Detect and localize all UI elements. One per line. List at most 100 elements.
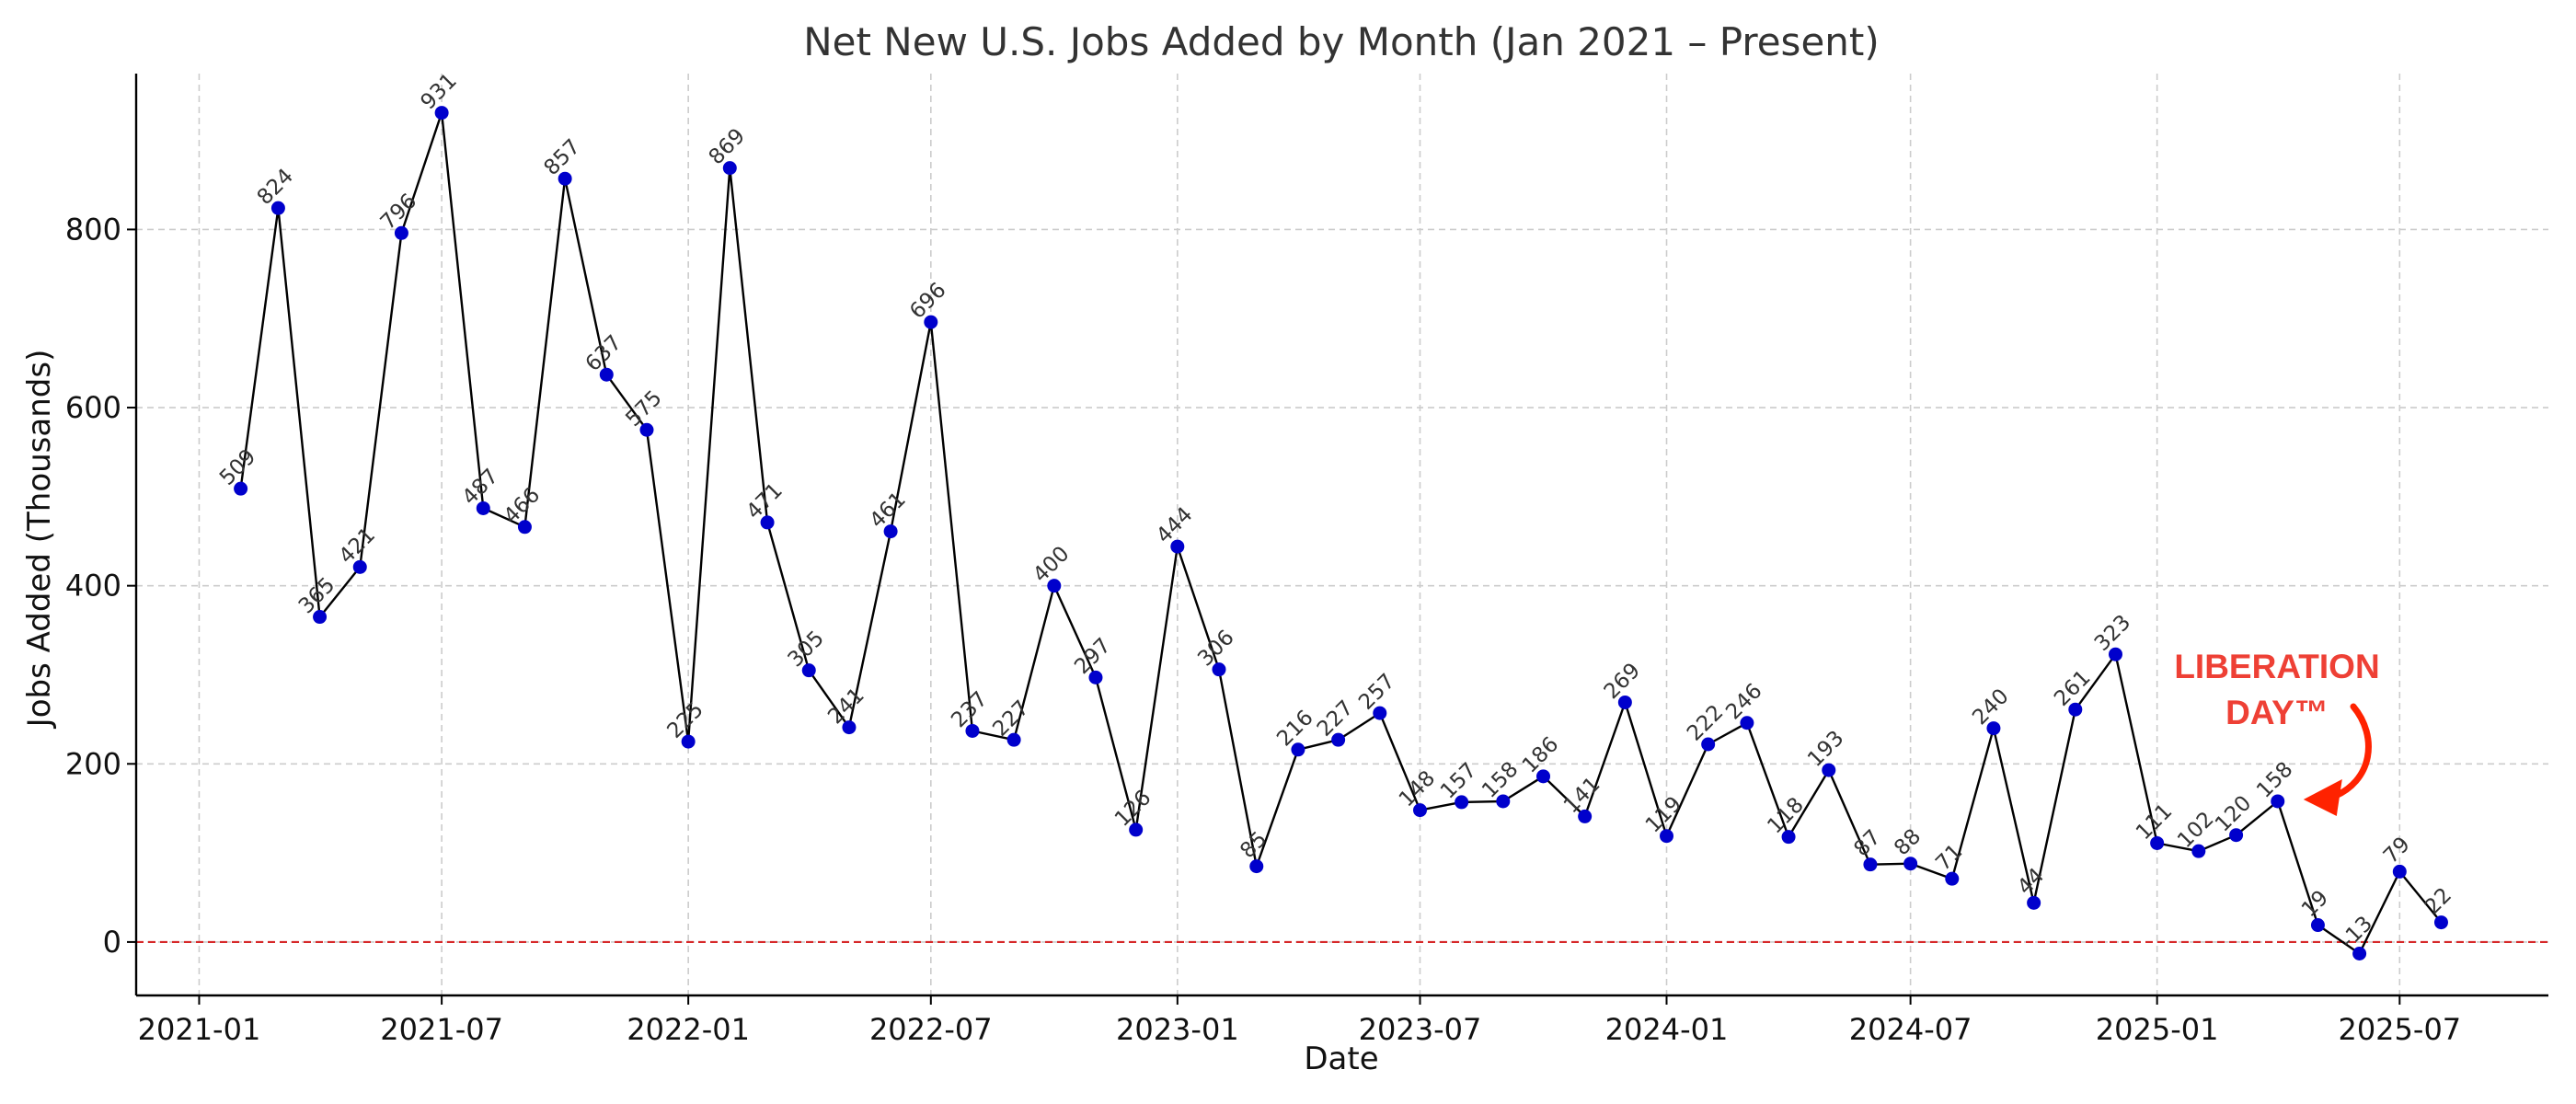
data-label: 85 bbox=[1236, 827, 1271, 863]
data-label: 119 bbox=[1641, 792, 1686, 837]
data-label: 509 bbox=[215, 444, 260, 489]
data-point bbox=[1212, 662, 1226, 677]
data-label: 227 bbox=[988, 696, 1033, 741]
data-label: 257 bbox=[1354, 669, 1399, 714]
x-axis-label: Date bbox=[1304, 1041, 1378, 1077]
data-label: 227 bbox=[1313, 696, 1358, 741]
data-point bbox=[1660, 829, 1674, 844]
data-label: 869 bbox=[705, 124, 750, 169]
data-label: 193 bbox=[1803, 726, 1848, 771]
data-point bbox=[1006, 732, 1021, 747]
annotation-text-line1: LIBERATION bbox=[2174, 648, 2379, 685]
data-label: 157 bbox=[1436, 758, 1481, 803]
data-point bbox=[2229, 828, 2244, 843]
y-tick-label: 600 bbox=[65, 390, 121, 425]
y-tick-label: 800 bbox=[65, 212, 121, 247]
data-point bbox=[722, 161, 737, 176]
data-point bbox=[1129, 822, 1144, 837]
data-point bbox=[1291, 742, 1305, 757]
data-label: 824 bbox=[253, 165, 298, 210]
data-point bbox=[883, 524, 898, 539]
data-label: 126 bbox=[1110, 786, 1156, 831]
data-label: 305 bbox=[784, 627, 829, 672]
data-point bbox=[2068, 702, 2083, 717]
data-point bbox=[1740, 716, 1754, 730]
data-point bbox=[234, 481, 248, 496]
data-point bbox=[434, 106, 449, 121]
data-point bbox=[1863, 857, 1878, 872]
data-point bbox=[681, 734, 696, 749]
data-labels: 5098243654217969314874668576375752258694… bbox=[215, 69, 2456, 953]
annotation-arrow bbox=[2328, 703, 2372, 801]
data-point bbox=[2352, 946, 2367, 960]
data-label: 487 bbox=[458, 465, 503, 510]
data-label: 111 bbox=[2132, 799, 2177, 845]
data-point bbox=[2392, 864, 2407, 879]
data-point bbox=[1170, 539, 1185, 554]
series-line bbox=[239, 111, 2443, 955]
data-point bbox=[1945, 871, 1960, 886]
data-label: 225 bbox=[662, 697, 707, 742]
data-label: 240 bbox=[1968, 684, 2013, 730]
data-markers bbox=[234, 106, 2448, 960]
data-label: 19 bbox=[2297, 886, 2333, 922]
data-label: 118 bbox=[1763, 793, 1808, 838]
data-label: 323 bbox=[2090, 611, 2135, 656]
x-tick-label: 2021-07 bbox=[380, 1012, 503, 1047]
data-label: 120 bbox=[2211, 791, 2256, 836]
data-label: 186 bbox=[1518, 732, 1563, 777]
data-label: 241 bbox=[823, 684, 868, 729]
y-tick-label: 400 bbox=[65, 569, 121, 604]
grid-lines bbox=[136, 74, 2548, 995]
data-point bbox=[801, 663, 816, 678]
data-point bbox=[1047, 579, 1062, 593]
data-point bbox=[1822, 763, 1836, 777]
data-label: 306 bbox=[1193, 626, 1238, 671]
x-tick-label: 2023-01 bbox=[1116, 1012, 1239, 1047]
data-point bbox=[270, 201, 285, 215]
data-point bbox=[476, 500, 490, 515]
annotation-text-line2: DAY™ bbox=[2225, 694, 2329, 731]
annotation-arrowhead bbox=[2303, 779, 2342, 816]
data-point bbox=[1249, 859, 1264, 874]
data-label: 444 bbox=[1152, 502, 1197, 547]
data-label: 421 bbox=[335, 523, 380, 569]
data-point bbox=[1412, 803, 1427, 818]
chart-title: Net New U.S. Jobs Added by Month (Jan 20… bbox=[803, 19, 1880, 64]
data-label: 575 bbox=[621, 386, 666, 431]
y-axis-label: Jobs Added (Thousands) bbox=[21, 350, 58, 730]
data-point bbox=[760, 515, 775, 530]
data-point bbox=[1373, 706, 1387, 720]
y-tick-label: 200 bbox=[65, 746, 121, 781]
data-label: 216 bbox=[1272, 706, 1317, 751]
data-point bbox=[842, 720, 857, 735]
data-point bbox=[924, 315, 938, 329]
x-tick-label: 2022-07 bbox=[869, 1012, 993, 1047]
x-tick-label: 2021-01 bbox=[138, 1012, 261, 1047]
data-point bbox=[1781, 830, 1796, 845]
data-point bbox=[1088, 670, 1103, 684]
data-point bbox=[352, 559, 367, 574]
data-point bbox=[313, 610, 328, 625]
data-label: 148 bbox=[1395, 766, 1440, 811]
data-point bbox=[599, 367, 614, 382]
data-point bbox=[517, 520, 532, 535]
data-point bbox=[965, 723, 980, 738]
data-point bbox=[2191, 844, 2206, 858]
data-point bbox=[1536, 769, 1550, 784]
data-point bbox=[1617, 695, 1632, 709]
data-label: 246 bbox=[1721, 679, 1766, 724]
data-point bbox=[2108, 647, 2122, 661]
data-point bbox=[1331, 732, 1346, 747]
data-label: 44 bbox=[2013, 864, 2049, 900]
data-point bbox=[558, 171, 572, 186]
jobs-line bbox=[239, 111, 2443, 955]
axes bbox=[134, 74, 2548, 997]
data-point bbox=[2433, 915, 2448, 930]
data-point bbox=[2310, 918, 2325, 933]
data-point bbox=[639, 422, 654, 437]
data-label: 931 bbox=[416, 69, 461, 114]
data-label: 400 bbox=[1029, 542, 1074, 587]
data-point bbox=[2150, 835, 2165, 850]
